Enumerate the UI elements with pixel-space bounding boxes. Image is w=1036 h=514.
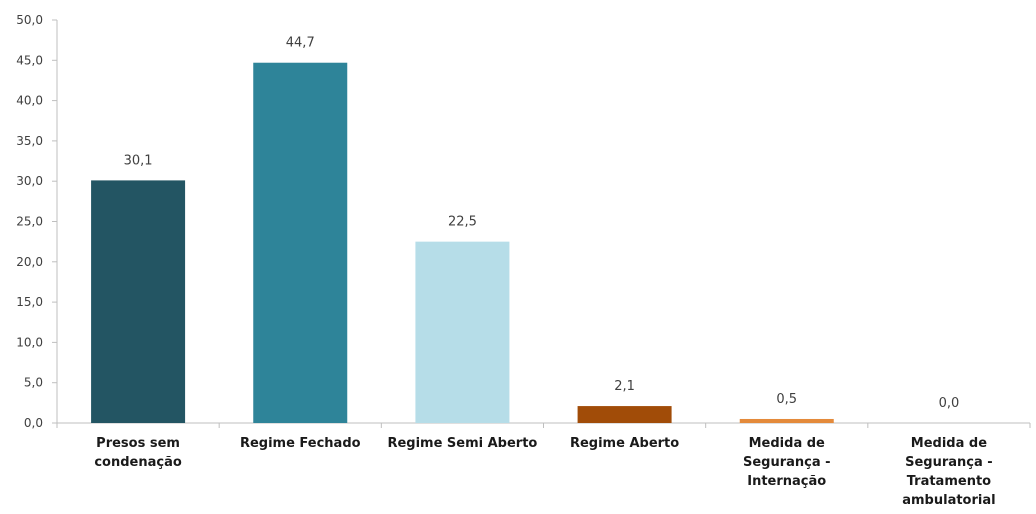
data-label: 0,0 [939, 396, 960, 411]
category-label: Tratamento [907, 474, 991, 489]
y-tick-label: 20,0 [16, 255, 43, 269]
category-label: Internação [747, 474, 826, 489]
y-tick-label: 45,0 [16, 53, 43, 67]
y-tick-label: 25,0 [16, 215, 43, 229]
y-tick-label: 15,0 [16, 295, 43, 309]
category-label: Segurança - [743, 455, 831, 470]
y-tick-label: 5,0 [24, 376, 43, 390]
data-label: 44,7 [286, 36, 315, 51]
data-label: 30,1 [124, 153, 153, 168]
data-label: 2,1 [614, 379, 635, 394]
category-label: Regime Aberto [570, 436, 679, 451]
y-tick-label: 30,0 [16, 174, 43, 188]
category-label: Segurança - [905, 455, 993, 470]
y-tick-label: 10,0 [16, 335, 43, 349]
bar [739, 418, 834, 423]
bar [91, 180, 186, 423]
bar [253, 62, 348, 424]
category-label: condenação [94, 455, 182, 470]
category-label: Regime Fechado [240, 436, 361, 451]
category-label: Medida de [911, 436, 987, 451]
y-tick-label: 0,0 [24, 416, 43, 430]
category-label: Presos sem [96, 436, 180, 451]
bar [577, 406, 672, 423]
data-label: 22,5 [448, 215, 477, 230]
y-tick-label: 50,0 [16, 13, 43, 27]
y-tick-label: 40,0 [16, 94, 43, 108]
bar [415, 241, 510, 423]
data-label: 0,5 [776, 392, 797, 407]
category-label: ambulatorial [902, 493, 995, 508]
category-label: Regime Semi Aberto [387, 436, 537, 451]
y-tick-label: 35,0 [16, 134, 43, 148]
category-label: Medida de [749, 436, 825, 451]
